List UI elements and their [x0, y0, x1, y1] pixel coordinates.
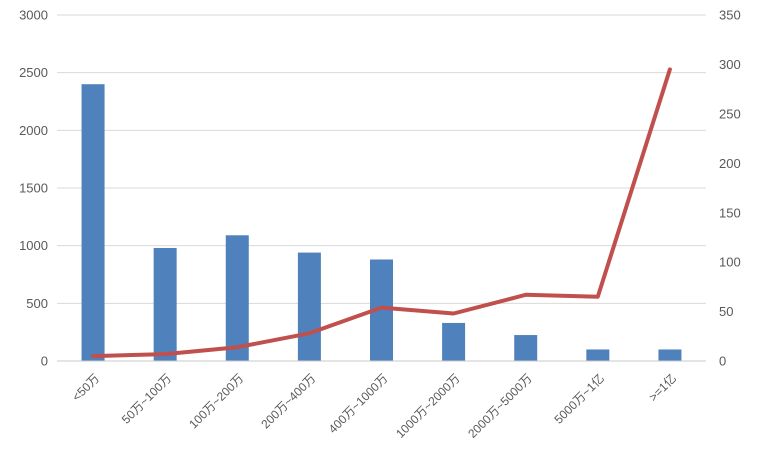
left-axis-tick-label: 2500 [19, 65, 48, 80]
right-axis-tick-label: 350 [719, 8, 741, 23]
bar [153, 247, 177, 361]
left-axis-tick-label: 3000 [19, 8, 48, 23]
right-axis-tick-label: 150 [719, 205, 741, 220]
bar [658, 349, 682, 361]
left-axis-tick-label: 2000 [19, 123, 48, 138]
left-axis-tick-label: 500 [26, 296, 48, 311]
bar [370, 259, 393, 361]
left-axis-tick-label: 0 [41, 354, 48, 369]
left-axis-tick-label: 1000 [19, 238, 48, 253]
bar [225, 235, 249, 361]
right-axis-tick-label: 100 [719, 255, 741, 270]
trend-line [91, 67, 672, 359]
bar [514, 335, 538, 361]
bar [81, 84, 105, 361]
right-axis-tick-label: 300 [719, 57, 741, 72]
left-axis-tick-label: 1500 [19, 181, 48, 196]
bar [297, 252, 321, 361]
right-axis-tick-label: 200 [719, 156, 741, 171]
right-axis-tick-label: 0 [719, 354, 726, 369]
right-axis-tick-label: 250 [719, 106, 741, 121]
right-axis-tick-label: 50 [719, 304, 733, 319]
bar [586, 349, 610, 361]
bar [442, 322, 466, 361]
